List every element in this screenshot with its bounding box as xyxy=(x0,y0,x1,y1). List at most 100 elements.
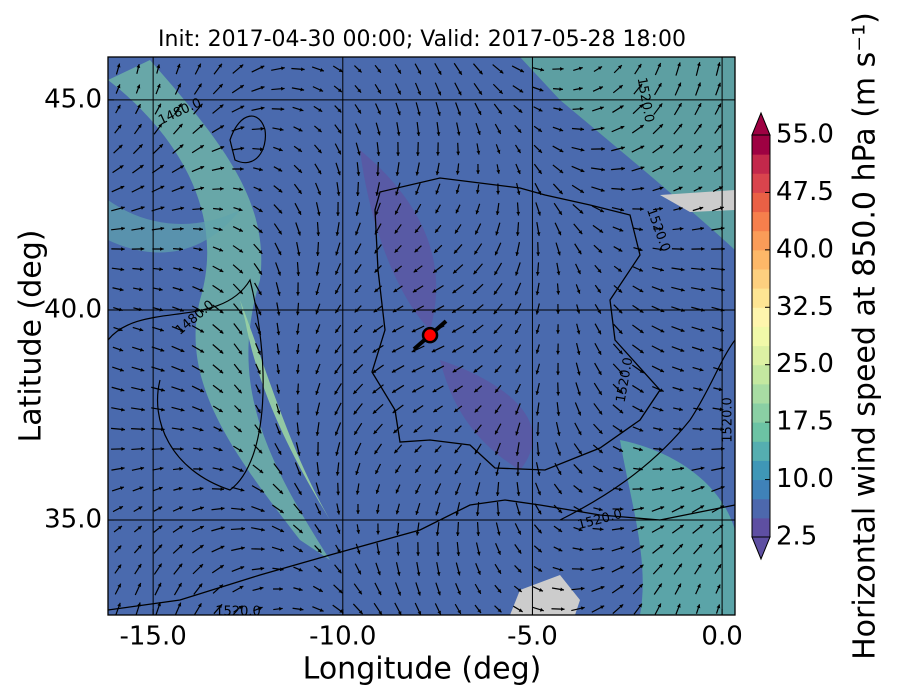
wind-arrow-head xyxy=(414,448,419,453)
wind-arrow-head xyxy=(495,211,500,216)
wind-arrow-head xyxy=(377,68,381,73)
wind-arrow-head xyxy=(452,329,457,333)
wind-arrow-head xyxy=(219,309,224,314)
wind-arrow-head xyxy=(434,428,439,433)
wind-arrow-head xyxy=(259,147,264,152)
wind-arrow-head xyxy=(140,247,145,251)
wind-arrow-head xyxy=(219,247,224,252)
wind-arrow-head xyxy=(515,452,520,456)
wind-arrow-head xyxy=(335,251,339,256)
wind-arrow-head xyxy=(220,146,225,150)
wind-arrow-head xyxy=(298,548,303,552)
wind-arrow-head xyxy=(640,207,644,211)
wind-arrow-head xyxy=(639,309,644,313)
wind-arrow-head xyxy=(456,131,461,136)
wind-arrow-head xyxy=(296,411,300,416)
wind-arrow-head xyxy=(535,310,540,315)
wind-arrow-head xyxy=(298,127,303,132)
colorbar-swatch xyxy=(752,383,770,404)
wind-arrow-head xyxy=(241,507,245,512)
wind-arrow-head xyxy=(356,172,361,176)
wind-arrow-head xyxy=(357,88,362,93)
wind-arrow-head xyxy=(696,62,701,67)
wind-arrow-head xyxy=(137,104,141,109)
wind-arrow-head xyxy=(432,388,437,393)
wind-arrow-head xyxy=(375,172,380,176)
wind-arrow-head xyxy=(494,409,499,414)
wind-arrow-head xyxy=(238,228,243,232)
wind-arrow-head xyxy=(393,288,398,293)
wind-band xyxy=(440,360,533,470)
wind-arrow-head xyxy=(433,269,438,273)
wind-arrow-head xyxy=(435,490,439,495)
wind-arrow-head xyxy=(139,267,144,272)
wind-arrow-head xyxy=(558,528,563,532)
wind-arrow-head xyxy=(317,128,322,133)
wind-arrow-head xyxy=(435,209,439,214)
wind-arrow-head xyxy=(437,610,441,615)
wind-arrow-head xyxy=(677,583,681,588)
wind-arrow-head xyxy=(472,290,477,294)
coastline xyxy=(371,177,661,471)
wind-arrow-head xyxy=(556,391,561,396)
wind-arrow-head xyxy=(432,368,437,373)
wind-arrow-head xyxy=(639,428,644,432)
wind-arrow-head xyxy=(278,147,283,152)
wind-arrow-head xyxy=(498,89,503,94)
wind-arrow-head xyxy=(317,191,321,196)
wind-arrow-head xyxy=(138,506,143,510)
wind-arrow-head xyxy=(660,506,665,510)
wind-arrow-head xyxy=(354,430,358,435)
wind-arrow-head xyxy=(397,611,402,615)
wind-arrow-head xyxy=(140,466,145,471)
wind-arrow-head xyxy=(413,428,418,433)
wind-arrow-head xyxy=(516,211,521,216)
wind-arrow-head xyxy=(139,347,144,352)
wind-arrow-head xyxy=(117,564,122,569)
wind-arrow-head xyxy=(600,546,605,551)
wind-arrow-head xyxy=(278,188,283,193)
wind-arrow-head xyxy=(279,606,283,611)
wind-arrow-head xyxy=(577,431,582,436)
wind-arrow-head xyxy=(315,370,320,375)
wind-arrow-head xyxy=(295,311,300,316)
wind-arrow-head xyxy=(716,584,721,589)
colorbar-swatch xyxy=(752,288,770,308)
wind-arrow-head xyxy=(178,544,183,549)
wind-arrow-head xyxy=(258,187,263,192)
wind-arrow-head xyxy=(455,170,460,175)
wind-arrow-head xyxy=(579,106,584,111)
wind-arrow-head xyxy=(431,308,436,313)
wind-arrow-head xyxy=(619,604,624,609)
wind-arrow-head xyxy=(618,288,623,293)
wind-arrow-head xyxy=(598,507,603,512)
wind-arrow-head xyxy=(515,369,520,374)
colorbar-swatch xyxy=(752,154,770,174)
wind-arrow-head xyxy=(298,529,303,534)
wind-arrow-head xyxy=(137,583,142,588)
wind-arrow-head xyxy=(396,131,401,136)
wind-arrow-head xyxy=(219,268,224,272)
wind-arrow-head xyxy=(240,146,245,151)
wind-arrow-head xyxy=(618,248,623,252)
wind-arrow-head xyxy=(277,430,281,435)
wind-arrow-head xyxy=(177,83,181,88)
wind-arrow-head xyxy=(372,409,377,414)
colorbar-swatch xyxy=(752,230,770,251)
wind-arrow-head xyxy=(219,289,224,293)
wind-arrow-head xyxy=(178,486,183,491)
wind-arrow-head xyxy=(219,565,224,569)
chart-title: Init: 2017-04-30 00:00; Valid: 2017-05-2… xyxy=(158,27,686,52)
wind-arrow-head xyxy=(701,247,705,251)
wind-arrow-head xyxy=(297,231,301,236)
colorbar-swatch xyxy=(752,517,770,538)
wind-arrow-head xyxy=(178,563,183,568)
wind-arrow-head xyxy=(598,449,603,454)
wind-arrow-head xyxy=(378,610,382,615)
x-tick-label: -10.0 xyxy=(309,622,376,652)
wind-arrow-head xyxy=(579,547,584,552)
wind-arrow-head xyxy=(678,123,683,128)
wind-arrow-head xyxy=(220,526,225,530)
wind-arrow-head xyxy=(417,611,422,615)
wind-arrow-head xyxy=(434,249,438,253)
